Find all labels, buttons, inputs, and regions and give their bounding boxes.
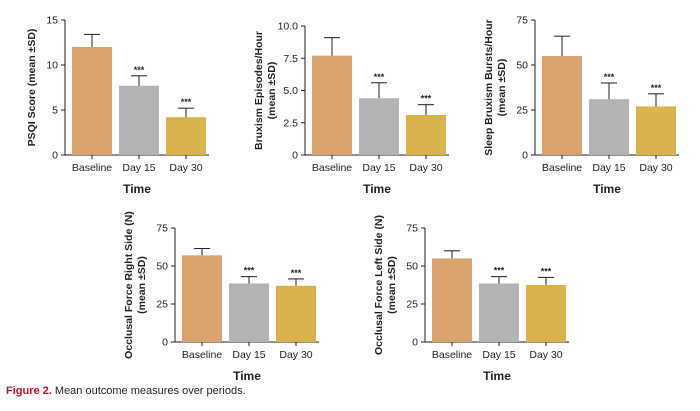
y-tick-label: 75 [406,223,418,235]
y-tick-label: 0 [52,150,58,162]
figure-label: Figure 2. [6,385,52,397]
x-axis-label: Time [593,182,621,196]
y-tick-label: 0 [522,150,528,162]
x-axis-label: Time [363,182,391,196]
x-tick-label: Baseline [72,162,112,174]
x-tick-label: Baseline [432,349,472,361]
y-tick-label: 10 [46,60,58,72]
y-axis-label: Bruxism Episodes/Hour [253,31,265,150]
bar-baseline [432,258,472,342]
y-tick-label: 5.0 [283,85,298,97]
y-tick-label: 25 [156,299,168,311]
x-axis-label: Time [483,369,511,383]
psqi-score-chart: 0 5 10 15 Baseline *** Day 15 *** Day 30 Time PSQI… [26,15,209,196]
x-tick-label: Day 30 [279,349,312,361]
significance-marker: *** [244,266,255,276]
y-tick-label: 75 [516,15,528,27]
significance-marker: *** [604,72,615,82]
occlusal-force-right-chart: 0 25 50 75 Baseline *** Day 15 *** Day 30 Time Occ… [123,211,319,383]
caption-text: Mean outcome measures over periods. [51,385,246,397]
bar-day-15 [359,98,399,155]
x-tick-label: Baseline [312,162,352,174]
figure-caption: Figure 2. Mean outcome measures over per… [6,385,246,397]
significance-marker: *** [494,266,505,276]
x-axis-label: Time [123,182,151,196]
significance-marker: *** [541,266,552,276]
y-tick-label: 10.0 [278,21,299,33]
significance-marker: *** [134,65,145,75]
x-tick-label: Day 15 [592,162,625,174]
bar-day-30 [636,106,676,155]
bruxism-episodes-chart: 0 2.5 5.0 7.5 10.0 Baseline *** Day 15 *** Day 30… [253,21,449,196]
significance-marker: *** [421,94,432,104]
y-axis-label: Occlusal Force Left Side (N) [373,215,385,355]
y-tick-label: 15 [46,15,58,27]
bar-baseline [312,55,352,155]
y-tick-label: 0 [162,337,168,349]
y-axis-label: (mean ±SD) [386,256,398,314]
y-tick-label: 2.5 [283,117,298,129]
x-tick-label: Day 30 [529,349,562,361]
bar-day-30 [166,117,206,155]
y-axis-label: Occlusal Force Right Side (N) [123,211,135,359]
bar-baseline [542,56,582,155]
x-tick-label: Day 15 [232,349,265,361]
bar-day-30 [276,285,316,342]
bar-day-15 [479,283,519,342]
bar-baseline [72,47,112,155]
sleep-bruxism-bursts-chart: 0 25 50 75 Baseline *** Day 15 *** Day 30 Time Sle… [483,15,679,196]
y-axis-label: (mean ±SD) [136,256,148,314]
y-tick-label: 50 [156,261,168,273]
x-axis-label: Time [233,369,261,383]
x-tick-label: Baseline [542,162,582,174]
y-tick-label: 25 [516,105,528,117]
bar-day-15 [119,85,159,155]
bar-baseline [182,255,222,342]
y-tick-label: 5 [52,105,58,117]
bar-day-15 [229,283,269,342]
x-tick-label: Baseline [182,349,222,361]
x-tick-label: Day 30 [639,162,672,174]
x-tick-label: Day 15 [122,162,155,174]
significance-marker: *** [651,83,662,93]
significance-marker: *** [291,268,302,278]
bar-day-15 [589,99,629,155]
y-axis-label: PSQI Score (mean ±SD) [26,29,38,147]
y-axis-label: Sleep Bruxism Bursts/Hour [483,19,495,156]
y-axis-label: (mean ±SD) [496,59,508,117]
bar-day-30 [406,115,446,155]
y-tick-label: 0 [412,337,418,349]
y-tick-label: 50 [406,261,418,273]
y-tick-label: 0 [292,150,298,162]
bar-day-30 [526,285,566,342]
significance-marker: *** [181,97,192,107]
x-tick-label: Day 30 [169,162,202,174]
y-tick-label: 7.5 [283,53,298,65]
y-tick-label: 75 [156,223,168,235]
x-tick-label: Day 15 [362,162,395,174]
y-tick-label: 50 [516,60,528,72]
y-axis-label: (mean ±SD) [266,62,278,120]
x-tick-label: Day 30 [409,162,442,174]
x-tick-label: Day 15 [482,349,515,361]
occlusal-force-left-chart: 0 25 50 75 Baseline *** Day 15 *** Day 30 Time Occ… [373,215,569,383]
significance-marker: *** [374,72,385,82]
y-tick-label: 25 [406,299,418,311]
